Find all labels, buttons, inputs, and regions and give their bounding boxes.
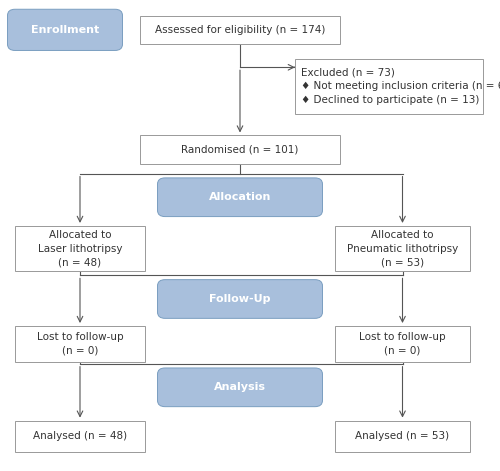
Text: Randomised (n = 101): Randomised (n = 101) <box>182 145 298 154</box>
Text: Analysed (n = 53): Analysed (n = 53) <box>356 431 450 441</box>
Text: Analysed (n = 48): Analysed (n = 48) <box>33 431 127 441</box>
FancyBboxPatch shape <box>15 326 145 362</box>
Text: Lost to follow-up
(n = 0): Lost to follow-up (n = 0) <box>359 332 446 356</box>
FancyBboxPatch shape <box>335 421 470 452</box>
FancyBboxPatch shape <box>158 368 322 406</box>
FancyBboxPatch shape <box>15 226 145 271</box>
FancyBboxPatch shape <box>158 178 322 217</box>
FancyBboxPatch shape <box>295 59 482 114</box>
Text: Lost to follow-up
(n = 0): Lost to follow-up (n = 0) <box>36 332 124 356</box>
Text: Follow-Up: Follow-Up <box>209 294 271 304</box>
FancyBboxPatch shape <box>140 16 340 44</box>
Text: Analysis: Analysis <box>214 382 266 392</box>
FancyBboxPatch shape <box>335 226 470 271</box>
Text: Allocation: Allocation <box>209 192 271 202</box>
FancyBboxPatch shape <box>140 136 340 164</box>
Text: Enrollment: Enrollment <box>31 25 99 35</box>
FancyBboxPatch shape <box>335 326 470 362</box>
FancyBboxPatch shape <box>15 421 145 452</box>
Text: Excluded (n = 73)
♦ Not meeting inclusion criteria (n = 60)
♦ Declined to partic: Excluded (n = 73) ♦ Not meeting inclusio… <box>301 67 500 105</box>
Text: Assessed for eligibility (n = 174): Assessed for eligibility (n = 174) <box>155 25 325 35</box>
Text: Allocated to
Pneumatic lithotripsy
(n = 53): Allocated to Pneumatic lithotripsy (n = … <box>347 229 458 268</box>
FancyBboxPatch shape <box>158 280 322 318</box>
FancyBboxPatch shape <box>8 9 122 50</box>
Text: Allocated to
Laser lithotripsy
(n = 48): Allocated to Laser lithotripsy (n = 48) <box>38 229 122 268</box>
